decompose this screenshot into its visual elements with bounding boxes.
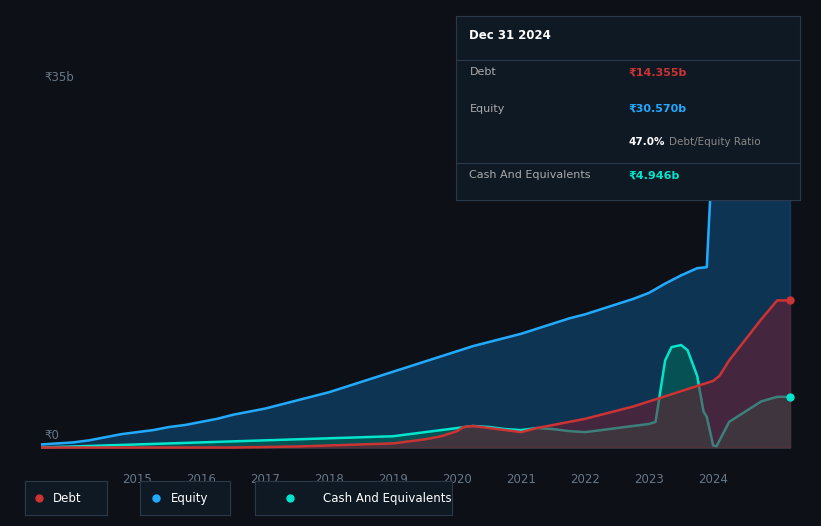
Text: ₹4.946b: ₹4.946b bbox=[628, 170, 680, 180]
Text: Equity: Equity bbox=[470, 104, 505, 114]
Text: Cash And Equivalents: Cash And Equivalents bbox=[323, 492, 452, 505]
Text: Debt: Debt bbox=[53, 492, 82, 505]
Text: 47.0%: 47.0% bbox=[628, 137, 664, 147]
Text: Debt/Equity Ratio: Debt/Equity Ratio bbox=[669, 137, 761, 147]
Text: Dec 31 2024: Dec 31 2024 bbox=[470, 29, 552, 42]
Text: ₹14.355b: ₹14.355b bbox=[628, 67, 686, 77]
Text: ₹30.570b: ₹30.570b bbox=[628, 104, 686, 114]
Text: Equity: Equity bbox=[172, 492, 209, 505]
Text: ₹0: ₹0 bbox=[45, 429, 60, 442]
Text: Cash And Equivalents: Cash And Equivalents bbox=[470, 170, 591, 180]
Text: Debt: Debt bbox=[470, 67, 496, 77]
Text: ₹35b: ₹35b bbox=[45, 71, 75, 84]
